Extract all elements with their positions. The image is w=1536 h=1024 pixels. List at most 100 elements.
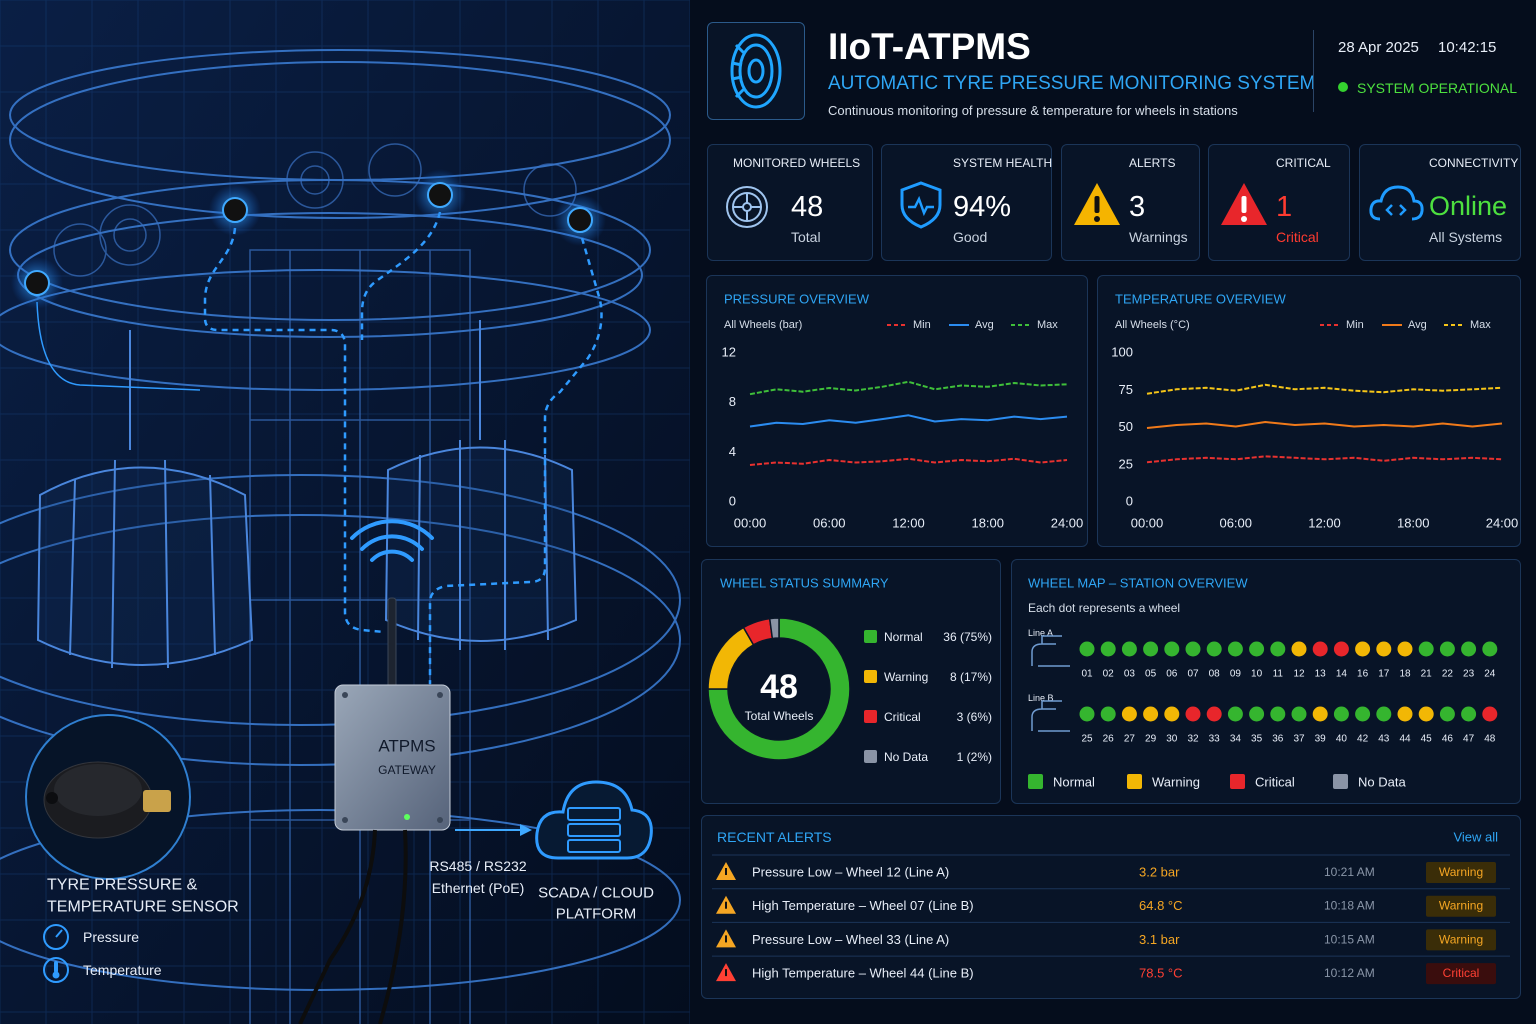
chart-title: TEMPERATURE OVERVIEW (1115, 292, 1286, 307)
value-label: 8 (17%) (950, 670, 992, 684)
wheel-id: 29 (1145, 734, 1157, 745)
wheel-dot (1291, 706, 1307, 722)
pressure-chart: PRESSURE OVERVIEW All Wheels (bar) Min Avg M… (722, 292, 1084, 531)
alert-value: 64.8 °C (1139, 898, 1183, 913)
status-dot (1338, 82, 1348, 92)
wheel-dot (1461, 706, 1477, 722)
wheel-dot (1418, 641, 1434, 657)
wheel-id: 32 (1187, 734, 1199, 745)
alert-icon-mark (725, 901, 727, 909)
wheel-dot (1100, 706, 1116, 722)
legend-swatch (864, 670, 877, 683)
alert-icon-mark (725, 935, 727, 943)
x-tick-label: 24:00 (1051, 516, 1084, 531)
kpi-card: CONNECTIVITY Online All Systems (1359, 144, 1521, 261)
wheel-id: 25 (1081, 734, 1093, 745)
date: 28 Apr 2025 (1338, 39, 1419, 56)
legend-label: Avg (1408, 319, 1427, 331)
chart-subtitle: All Wheels (bar) (724, 319, 802, 331)
alert-time: 10:12 AM (1324, 966, 1375, 980)
view-all-link[interactable]: View all (1453, 830, 1498, 845)
wheel-dot (1376, 641, 1392, 657)
wheel-dot (1482, 706, 1498, 722)
chart-title: WHEEL STATUS SUMMARY (720, 576, 889, 591)
decor-g (350, 519, 434, 562)
decor-circle (222, 197, 248, 223)
station-illustration: ATPMS GATEWAY RS485 / RS232 Ethernet (Po… (0, 0, 690, 1024)
alert-badge (1426, 895, 1496, 917)
alert-badge-text: Warning (1439, 899, 1483, 913)
x-tick-label: 24:00 (1486, 516, 1519, 531)
value-label: 36 (75%) (943, 630, 992, 644)
gateway-subtitle: GATEWAY (378, 763, 436, 777)
wheel-id: 44 (1399, 734, 1411, 745)
legend-label: Min (1346, 319, 1364, 331)
alert-message: High Temperature – Wheel 44 (Line B) (752, 966, 974, 981)
donut-segment (707, 626, 755, 690)
kpi-card: ALERTS 3 Warnings (1061, 144, 1200, 261)
wheel-dot (1143, 641, 1159, 657)
decor-circle (113, 218, 147, 252)
wheel-id: 43 (1378, 734, 1390, 745)
legend-swatch (1028, 774, 1043, 789)
decor-rect (567, 823, 621, 837)
legend-label: Critical (1255, 775, 1295, 790)
legend-label: Max (1037, 319, 1058, 331)
wheel-id: 34 (1230, 734, 1242, 745)
divider (1313, 30, 1314, 112)
wheel-dot (1121, 641, 1137, 657)
decor-ellipse (0, 474, 681, 726)
decor-path (1385, 204, 1407, 216)
wheel-dot (1461, 641, 1477, 657)
wheel-id: 12 (1293, 669, 1305, 680)
decor-path (378, 829, 408, 1024)
y-tick-label: 0 (729, 494, 736, 509)
decor-path (69, 459, 216, 669)
x-tick-label: 18:00 (1397, 516, 1430, 531)
wheel-map: WHEEL MAP – STATION OVERVIEW Each dot rep… (1028, 576, 1498, 790)
wheel-dot (1100, 641, 1116, 657)
gateway-title: ATPMS (378, 737, 435, 756)
decor-g (36, 320, 578, 669)
wheel-id: 45 (1421, 734, 1433, 745)
kpi-icon (1074, 183, 1120, 225)
alert-badge (1426, 963, 1496, 985)
wheel-dot (1143, 706, 1159, 722)
legend-label: Normal (1053, 775, 1095, 790)
wheel-id: 35 (1251, 734, 1263, 745)
panel-title: RECENT ALERTS (717, 829, 832, 845)
wheel-id: 26 (1103, 734, 1115, 745)
sensor-item: Pressure (83, 929, 139, 945)
wheel-dot (1185, 641, 1201, 657)
legend-swatch (864, 750, 877, 763)
y-tick-label: 100 (1111, 345, 1133, 360)
status-summary-panel: WHEEL STATUS SUMMARY Normal 36 (75%) Warnin… (701, 559, 1001, 804)
wheel-id: 17 (1378, 669, 1390, 680)
kpi-value: 1 (1276, 191, 1293, 223)
decor-ellipse (0, 809, 681, 991)
wheel-dot (1439, 706, 1455, 722)
wheel-id: 11 (1273, 669, 1284, 680)
kpi-icon (1221, 183, 1267, 225)
wheel-dot (1397, 641, 1413, 657)
kpi-label: CONNECTIVITY (1429, 156, 1519, 170)
decor-circle (404, 814, 410, 820)
app-title: IIoT-ATPMS (828, 26, 1031, 67)
alert-message: Pressure Low – Wheel 12 (Line A) (752, 865, 949, 880)
alert-badge-text: Warning (1439, 932, 1483, 946)
legend-label: No Data (884, 750, 928, 764)
temperature-panel: TEMPERATURE OVERVIEW All Wheels (°C) Min Av… (1097, 275, 1521, 547)
wheel-dot (1418, 706, 1434, 722)
decor-circle (437, 817, 443, 823)
legend-label: Warning (1152, 775, 1200, 790)
decor-path (908, 195, 934, 217)
kpi-card: SYSTEM HEALTH 94% Good (881, 144, 1052, 261)
wheel-id: 47 (1463, 734, 1475, 745)
wheel-dot (1312, 706, 1328, 722)
decor-g (203, 211, 603, 684)
y-tick-label: 50 (1119, 419, 1133, 434)
decor-circle (427, 182, 453, 208)
decor-rect (567, 807, 621, 821)
wheel-dot (1333, 706, 1349, 722)
